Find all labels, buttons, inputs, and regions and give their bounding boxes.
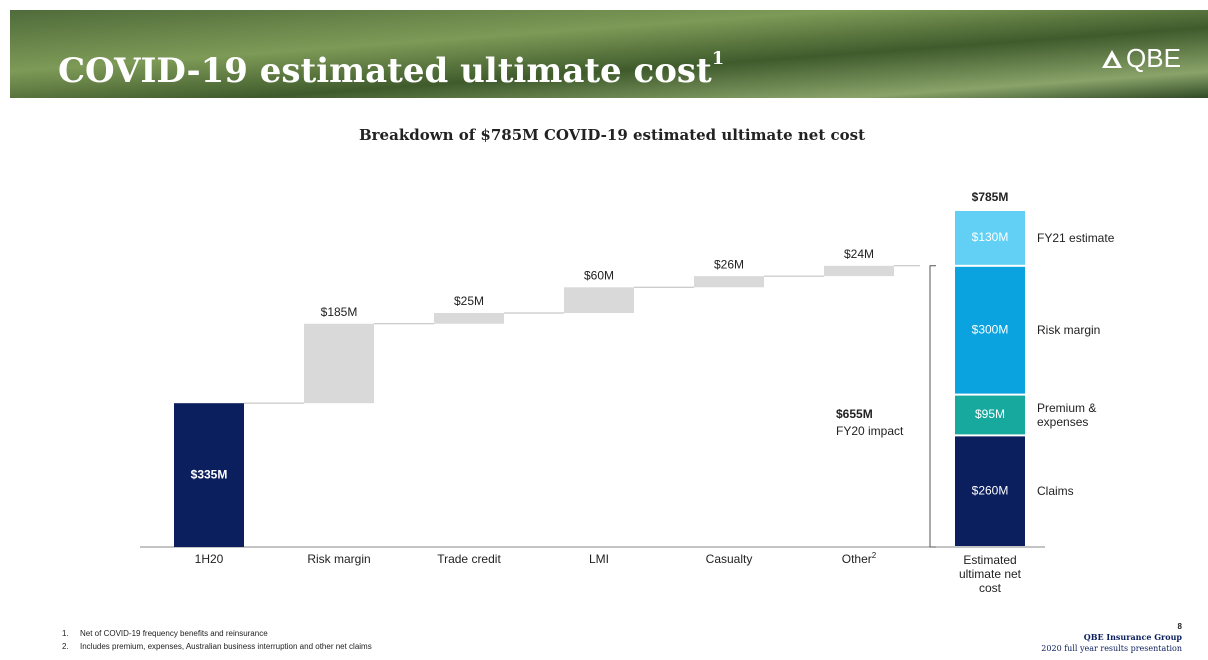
category: LMI [589, 552, 609, 566]
value-label: $95M [975, 407, 1005, 421]
footnote-number: 1. [62, 629, 69, 638]
step-bar [824, 265, 894, 277]
value-label: $25M [454, 294, 484, 308]
x-tick-label: Trade credit [437, 552, 501, 566]
x-tick-label: Casualty [706, 552, 753, 566]
step-bar [434, 313, 504, 324]
logo-icon [1102, 50, 1122, 68]
value-label: $24M [844, 247, 874, 261]
title-text: COVID-19 estimated ultimate cost [58, 51, 712, 91]
category: 1H20 [195, 552, 224, 566]
title-sup: 1 [712, 48, 725, 69]
chart-title: Breakdown of $785M COVID-19 estimated ul… [359, 126, 865, 144]
page-title: COVID-19 estimated ultimate cost1 [58, 48, 724, 91]
category: Risk margin [307, 552, 370, 566]
footnote: Net of COVID-19 frequency benefits and r… [80, 629, 268, 638]
step-bar [694, 276, 764, 288]
value-label: $300M [972, 322, 1009, 336]
value-label: $60M [584, 268, 614, 282]
category-note: 2 [872, 551, 877, 560]
footnote-number: 2. [62, 642, 69, 651]
legend-label: Premium & expenses [1037, 400, 1097, 429]
stack-segment [955, 211, 1025, 265]
category: Other [842, 552, 872, 566]
x-tick-label: Estimated ultimate net cost [958, 553, 1022, 595]
step-bar [564, 287, 634, 314]
value-label: $185M [321, 305, 358, 319]
x-tick-label: Other2 [842, 551, 877, 566]
banner [10, 10, 1208, 98]
value-label: $335M [191, 467, 228, 481]
legend-label: Claims [1037, 484, 1074, 499]
footer-company: QBE Insurance Group [1084, 632, 1183, 642]
x-tick-label: LMI [589, 552, 609, 566]
category: Trade credit [437, 552, 501, 566]
x-tick-label: Risk margin [307, 552, 370, 566]
value-label: $26M [714, 257, 744, 271]
stack-segment [955, 436, 1025, 546]
legend-label: Risk margin [1037, 323, 1101, 338]
total-label: $785M [972, 190, 1009, 204]
page-number: 8 [1178, 622, 1183, 631]
value-label: $260M [972, 483, 1009, 497]
value-label: $130M [972, 230, 1009, 244]
category: Casualty [706, 552, 753, 566]
footnote: Includes premium, expenses, Australian b… [80, 642, 372, 651]
step-bar [304, 323, 374, 404]
bracket-label: FY20 impact [836, 424, 904, 438]
bracket-value: $655M [836, 407, 873, 421]
footer-subtitle: 2020 full year results presentation [1041, 644, 1182, 653]
x-tick-label: 1H20 [195, 552, 224, 566]
start-bar [174, 403, 244, 547]
bracket [929, 265, 936, 548]
stack-segment [955, 395, 1025, 435]
legend-label: FY21 estimate [1037, 230, 1115, 245]
stack-segment [955, 266, 1025, 394]
logo: QBE [1126, 43, 1181, 73]
